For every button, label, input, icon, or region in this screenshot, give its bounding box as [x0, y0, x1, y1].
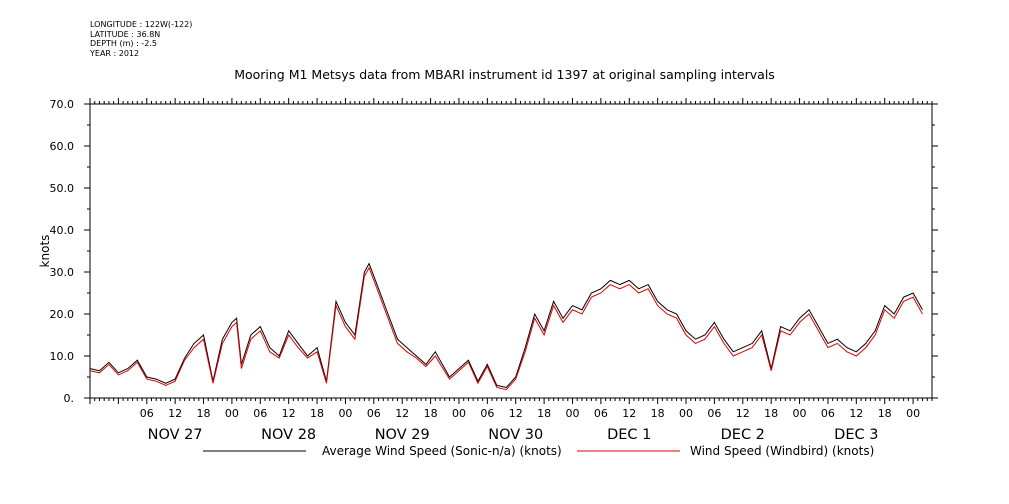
depth-label: DEPTH (m) : -2.5 [90, 39, 157, 48]
x-hour-label: 00 [452, 407, 466, 420]
x-hour-label: 12 [736, 407, 750, 420]
x-hour-label: 18 [197, 407, 211, 420]
x-hour-label: 00 [679, 407, 693, 420]
x-hour-label: 06 [367, 407, 381, 420]
x-hour-label: 06 [140, 407, 154, 420]
x-day-label: NOV 29 [375, 427, 430, 443]
x-hour-label: 18 [424, 407, 438, 420]
x-hour-label: 12 [622, 407, 636, 420]
x-hour-label: 18 [651, 407, 665, 420]
x-hour-label: 00 [793, 407, 807, 420]
x-day-label: DEC 3 [834, 427, 878, 443]
x-day-label: NOV 28 [261, 427, 316, 443]
legend-label-2: Wind Speed (Windbird) (knots) [690, 444, 874, 458]
y-tick-label: 40.0 [50, 224, 75, 237]
y-tick-label: 70.0 [50, 98, 75, 111]
x-hour-label: 00 [906, 407, 920, 420]
x-hour-label: 06 [707, 407, 721, 420]
x-day-label: DEC 2 [721, 427, 765, 443]
x-hour-label: 12 [168, 407, 182, 420]
y-tick-label: 20.0 [50, 308, 75, 321]
x-hour-label: 06 [821, 407, 835, 420]
x-hour-label: 12 [509, 407, 523, 420]
x-hour-label: 12 [282, 407, 296, 420]
y-tick-label: 50.0 [50, 182, 75, 195]
chart-title: Mooring M1 Metsys data from MBARI instru… [234, 67, 775, 82]
x-hour-label: 06 [480, 407, 494, 420]
x-hour-label: 06 [253, 407, 267, 420]
x-day-label: NOV 27 [148, 427, 203, 443]
x-hour-label: 18 [764, 407, 778, 420]
y-tick-label: 0. [64, 392, 75, 405]
series-line-2 [89, 266, 923, 391]
year-label: YEAR : 2012 [90, 48, 140, 58]
x-hour-label: 18 [310, 407, 324, 420]
x-hour-label: 00 [338, 407, 352, 420]
x-hour-label: 12 [849, 407, 863, 420]
x-day-label: DEC 1 [607, 427, 651, 443]
x-day-label: NOV 30 [488, 427, 543, 443]
legend-label-1: Average Wind Speed (Sonic-n/a) (knots) [322, 444, 562, 458]
x-hour-label: 00 [565, 407, 579, 420]
y-tick-label: 10.0 [50, 350, 75, 363]
y-tick-label: 30.0 [50, 266, 75, 279]
station-metadata: LONGITUDE : 122W(-122) LATITUDE : 36.8N … [90, 20, 192, 58]
x-hour-label: 12 [395, 407, 409, 420]
x-hour-label: 18 [537, 407, 551, 420]
series-line-1 [89, 262, 923, 389]
x-hour-label: 06 [594, 407, 608, 420]
longitude-label: LONGITUDE : 122W(-122) [90, 20, 193, 29]
x-hour-label: 18 [878, 407, 892, 420]
latitude-label: LATITUDE : 36.8N [90, 29, 161, 39]
plot-frame [89, 103, 933, 399]
y-axis-label: knots [38, 235, 52, 268]
x-hour-label: 00 [225, 407, 239, 420]
y-tick-label: 60.0 [50, 140, 75, 153]
